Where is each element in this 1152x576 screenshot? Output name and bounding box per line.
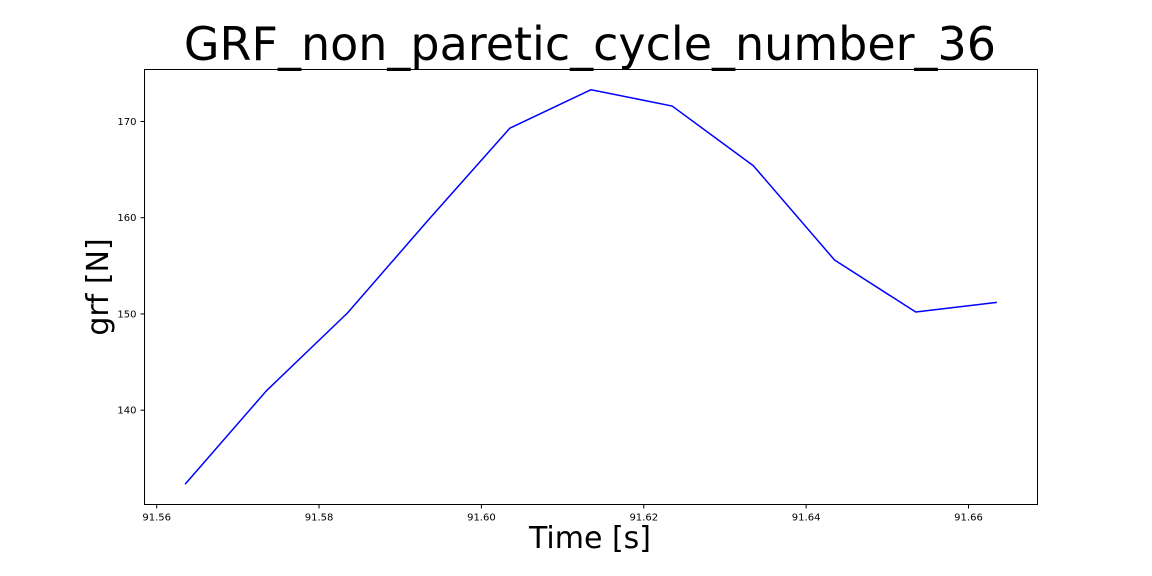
y-tick-label: 160 (117, 213, 136, 224)
chart-title: GRF_non_paretic_cycle_number_36 (184, 17, 996, 71)
y-tick-label: 140 (117, 406, 136, 417)
x-tick-label: 91.56 (142, 513, 171, 524)
x-tick-label: 91.66 (954, 513, 983, 524)
x-axis-label: Time [s] (528, 521, 651, 556)
y-axis-label: grf [N] (81, 238, 116, 335)
series-line (184, 88, 997, 485)
y-axis: 140 150 160 170 (117, 117, 145, 417)
y-tick-label: 150 (117, 309, 136, 320)
y-tick-label: 170 (117, 117, 136, 128)
x-tick-label: 91.64 (792, 513, 821, 524)
series-layer (184, 88, 997, 485)
x-tick-label: 91.62 (629, 513, 658, 524)
plot-area (144, 69, 1038, 505)
x-tick-label: 91.58 (305, 513, 334, 524)
x-tick-label: 91.60 (467, 513, 496, 524)
x-axis: 91.56 91.58 91.60 91.62 91.64 91.66 (142, 504, 983, 524)
